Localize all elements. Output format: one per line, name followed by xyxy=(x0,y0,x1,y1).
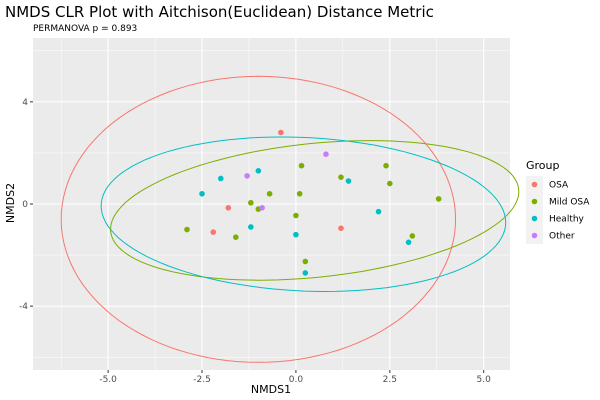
y-tick-label: 4 xyxy=(22,98,28,108)
x-tick-label: 2.5 xyxy=(383,375,397,385)
point-mild-osa xyxy=(296,190,303,197)
point-other xyxy=(259,205,265,211)
point-healthy xyxy=(248,224,254,230)
point-healthy xyxy=(345,178,352,184)
point-osa xyxy=(338,225,344,232)
point-mild-osa xyxy=(302,258,309,265)
ellipse-mild-osa xyxy=(110,140,520,281)
point-healthy xyxy=(217,175,224,182)
y-tick-label: 0 xyxy=(22,200,28,210)
point-healthy xyxy=(255,168,262,174)
point-mild-osa xyxy=(435,196,442,202)
y-axis-title: NMDS2 xyxy=(4,183,17,223)
point-mild-osa xyxy=(248,199,254,206)
ellipse-osa xyxy=(60,75,457,363)
legend-title: Group xyxy=(526,159,560,172)
point-healthy xyxy=(302,270,309,276)
point-mild-osa xyxy=(266,190,273,197)
point-healthy xyxy=(293,231,299,238)
x-tick-label: -5.0 xyxy=(99,375,117,385)
point-mild-osa xyxy=(293,212,299,219)
point-other xyxy=(244,173,250,179)
point-mild-osa xyxy=(387,180,393,187)
legend-key-point xyxy=(531,232,538,239)
point-mild-osa xyxy=(409,233,416,239)
x-tick-label: -2.5 xyxy=(193,375,211,385)
point-osa xyxy=(225,205,232,211)
legend-label: OSA xyxy=(549,181,569,191)
group-ellipses xyxy=(60,75,520,363)
legend-key-point xyxy=(531,181,538,188)
point-mild-osa xyxy=(298,162,305,169)
x-axis-title: NMDS1 xyxy=(251,383,291,396)
legend: Group OSA Mild OSA Healthy Other xyxy=(526,159,590,244)
x-axis-ticks: -5.0 -2.5 0.0 2.5 5.0 xyxy=(99,370,491,385)
point-mild-osa xyxy=(233,234,239,240)
point-healthy xyxy=(375,208,382,215)
legend-label: Other xyxy=(549,232,575,242)
x-tick-label: 5.0 xyxy=(477,375,492,385)
legend-key-point xyxy=(531,215,538,222)
ellipse-healthy xyxy=(100,136,507,293)
point-healthy xyxy=(199,190,205,197)
y-axis-ticks: -4 0 4 xyxy=(19,98,33,312)
chart-title: NMDS CLR Plot with Aitchison(Euclidean) … xyxy=(5,3,434,21)
point-mild-osa xyxy=(383,162,389,169)
grid-major xyxy=(33,38,510,370)
legend-label: Healthy xyxy=(549,215,585,225)
y-tick-label: -4 xyxy=(19,302,28,312)
point-other xyxy=(323,151,329,157)
point-mild-osa xyxy=(184,226,190,233)
point-healthy xyxy=(405,239,412,246)
data-points xyxy=(184,129,442,276)
legend-label: Mild OSA xyxy=(549,198,590,208)
point-mild-osa xyxy=(338,174,344,180)
chart-subtitle: PERMANOVA p = 0.893 xyxy=(33,24,137,34)
legend-key-point xyxy=(531,198,538,205)
point-osa xyxy=(210,229,217,235)
x-tick-label: 0.0 xyxy=(289,375,304,385)
point-osa xyxy=(278,129,284,136)
